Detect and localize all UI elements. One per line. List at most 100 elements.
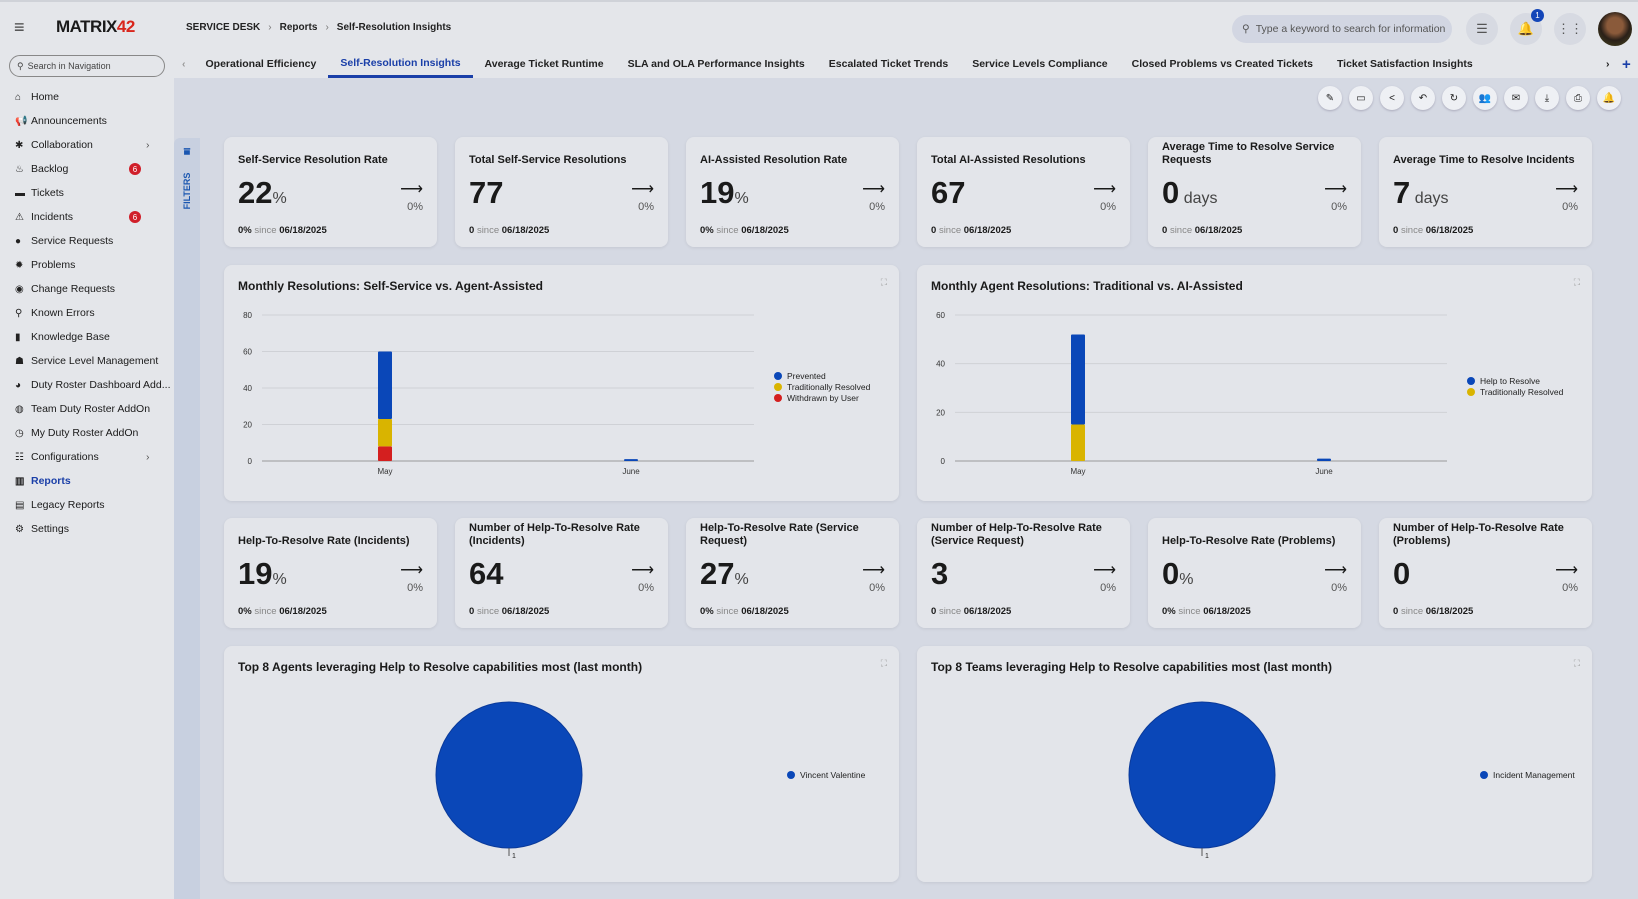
sidebar-item-tickets[interactable]: ▬ Tickets — [0, 181, 174, 205]
tab-service-levels-compliance[interactable]: Service Levels Compliance — [972, 58, 1108, 70]
alert-icon[interactable]: 🔔 — [1597, 86, 1621, 110]
y-tick-label: 60 — [243, 348, 252, 357]
kpi-row-bottom: Help-To-Resolve Rate (Incidents) 19% ⟶ 0… — [224, 518, 1592, 628]
kpi-since: 0 since 06/18/2025 — [1162, 225, 1242, 236]
tab-sla-and-ola-performance-insights[interactable]: SLA and OLA Performance Insights — [627, 58, 805, 70]
trend-flat-arrow-icon: ⟶ — [631, 562, 654, 579]
since-date: 06/18/2025 — [741, 225, 789, 236]
share-icon[interactable]: < — [1380, 86, 1404, 110]
refresh-icon[interactable]: ↻ — [1442, 86, 1466, 110]
kpi-value: 0 — [1393, 556, 1410, 598]
kpi-unit: days — [1410, 190, 1449, 207]
print-icon[interactable]: ⎙ — [1566, 86, 1590, 110]
breadcrumb-item[interactable]: SERVICE DESK — [186, 21, 261, 33]
since-value: 0 — [469, 606, 475, 617]
since-value: 0 — [1162, 225, 1168, 236]
legend-label: Vincent Valentine — [800, 770, 866, 780]
tabs-scroll-left-icon[interactable]: ‹ — [182, 58, 186, 70]
bar-segment-withdrawn-by-user — [378, 446, 392, 461]
tab-self-resolution-insights[interactable]: Self-Resolution Insights — [328, 50, 473, 78]
sidebar-item-problems[interactable]: ✹ Problems — [0, 253, 174, 277]
download-icon[interactable]: ⤓ — [1535, 86, 1559, 110]
sidebar-item-service-requests[interactable]: ● Service Requests — [0, 229, 174, 253]
undo-icon[interactable]: ↶ — [1411, 86, 1435, 110]
kpi-card[interactable]: Number of Help-To-Resolve Rate (Incident… — [455, 518, 668, 628]
hamburger-menu-icon[interactable]: ≡ — [14, 16, 25, 37]
kpi-number: 22 — [238, 175, 273, 210]
pie-icon: ◕ — [15, 379, 22, 391]
sidebar-item-collaboration[interactable]: ✱ Collaboration › — [0, 133, 174, 157]
chart-card-top-agents: Top 8 Agents leveraging Help to Resolve … — [224, 646, 899, 882]
x-tick-label: May — [377, 467, 392, 476]
pie-slice — [1128, 701, 1276, 849]
tab-escalated-ticket-trends[interactable]: Escalated Ticket Trends — [828, 58, 949, 70]
kpi-number: 67 — [931, 175, 966, 210]
kpi-card[interactable]: Average Time to Resolve Service Requests… — [1148, 137, 1361, 247]
kpi-card[interactable]: Number of Help-To-Resolve Rate (Service … — [917, 518, 1130, 628]
kpi-card[interactable]: Help-To-Resolve Rate (Service Request) 2… — [686, 518, 899, 628]
sidebar-item-my-duty-roster-addon[interactable]: ◷ My Duty Roster AddOn — [0, 421, 174, 445]
sidebar-item-configurations[interactable]: ☷ Configurations › — [0, 445, 174, 469]
tab-ticket-satisfaction-insights[interactable]: Ticket Satisfaction Insights — [1336, 58, 1473, 70]
global-search-input[interactable]: ⚲ Type a keyword to search for informatio… — [1232, 15, 1452, 43]
kpi-since: 0% since 06/18/2025 — [700, 606, 789, 617]
kpi-number: 0 — [1162, 175, 1180, 210]
present-icon[interactable]: ▭ — [1349, 86, 1373, 110]
bug-icon: ✹ — [15, 259, 24, 271]
kpi-card[interactable]: Self-Service Resolution Rate 22% ⟶ 0% 0%… — [224, 137, 437, 247]
kpi-card[interactable]: Number of Help-To-Resolve Rate (Problems… — [1379, 518, 1592, 628]
kpi-card[interactable]: Help-To-Resolve Rate (Problems) 0% ⟶ 0% … — [1148, 518, 1361, 628]
apps-grid-button[interactable]: ⋮⋮ — [1554, 13, 1586, 45]
fire-icon: ♨ — [15, 163, 24, 175]
sidebar-item-team-duty-roster-addon[interactable]: ◍ Team Duty Roster AddOn — [0, 397, 174, 421]
kpi-card[interactable]: Help-To-Resolve Rate (Incidents) 19% ⟶ 0… — [224, 518, 437, 628]
tab-average-ticket-runtime[interactable]: Average Ticket Runtime — [484, 58, 604, 70]
sidebar-item-reports[interactable]: ▥ Reports — [0, 469, 174, 493]
sidebar-item-label: Knowledge Base — [31, 331, 110, 343]
breadcrumb-item: Self-Resolution Insights — [336, 21, 452, 33]
filters-panel-toggle[interactable]: ⩸ FILTERS — [174, 138, 200, 899]
tab-operational-efficiency[interactable]: Operational Efficiency — [205, 58, 317, 70]
kpi-value: 7 days — [1393, 175, 1449, 217]
sidebar-item-knowledge-base[interactable]: ▮ Knowledge Base — [0, 325, 174, 349]
navigation-search-input[interactable]: ⚲ Search in Navigation — [9, 55, 165, 77]
x-tick-label: June — [622, 467, 640, 476]
chart-card-agent-resolutions: Monthly Agent Resolutions: Traditional v… — [917, 265, 1592, 501]
kpi-card[interactable]: AI-Assisted Resolution Rate 19% ⟶ 0% 0% … — [686, 137, 899, 247]
edit-icon[interactable]: ✎ — [1318, 86, 1342, 110]
expand-icon[interactable]: ⛶ — [1573, 277, 1580, 287]
sidebar-item-announcements[interactable]: 📢 Announcements — [0, 109, 174, 133]
email-icon[interactable]: ✉ — [1504, 86, 1528, 110]
sidebar-item-known-errors[interactable]: ⚲ Known Errors — [0, 301, 174, 325]
expand-icon[interactable]: ⛶ — [880, 658, 887, 668]
avatar[interactable] — [1598, 12, 1632, 46]
sidebar-item-service-level-management[interactable]: ☗ Service Level Management — [0, 349, 174, 373]
expand-icon[interactable]: ⛶ — [1573, 658, 1580, 668]
notifications-button[interactable]: 🔔 1 — [1510, 9, 1544, 45]
add-tab-icon[interactable]: + — [1622, 55, 1631, 73]
chevron-right-icon[interactable]: › — [146, 451, 150, 463]
sidebar-item-backlog[interactable]: ♨ Backlog 6 — [0, 157, 174, 181]
logo[interactable]: MATRIX42 — [56, 17, 135, 36]
bar-segment-traditionally-resolved — [1071, 424, 1085, 461]
sidebar-item-home[interactable]: ⌂ Home — [0, 85, 174, 109]
chevron-right-icon[interactable]: › — [146, 139, 150, 151]
sidebar-item-change-requests[interactable]: ◉ Change Requests — [0, 277, 174, 301]
kpi-card[interactable]: Total Self-Service Resolutions 77 ⟶ 0% 0… — [455, 137, 668, 247]
expand-icon[interactable]: ⛶ — [880, 277, 887, 287]
kpi-card[interactable]: Average Time to Resolve Incidents 7 days… — [1379, 137, 1592, 247]
kpi-card[interactable]: Total AI-Assisted Resolutions 67 ⟶ 0% 0 … — [917, 137, 1130, 247]
tab-closed-problems-vs-created-tickets[interactable]: Closed Problems vs Created Tickets — [1131, 58, 1313, 70]
sidebar-item-duty-roster-dashboard-add[interactable]: ◕ Duty Roster Dashboard Add... — [0, 373, 174, 397]
kpi-value: 67 — [931, 175, 965, 217]
tabs-scroll-right-icon[interactable]: › — [1606, 58, 1610, 70]
sliders-icon: ☷ — [15, 451, 24, 463]
sidebar-item-incidents[interactable]: ⚠ Incidents 6 — [0, 205, 174, 229]
report-tabs: ‹ Operational Efficiency Self-Resolution … — [174, 50, 1638, 78]
sidebar-item-legacy-reports[interactable]: ▤ Legacy Reports — [0, 493, 174, 517]
trend-flat-arrow-icon: ⟶ — [1093, 562, 1116, 579]
users-icon[interactable]: 👥 — [1473, 86, 1497, 110]
sidebar-item-settings[interactable]: ⚙ Settings — [0, 517, 174, 541]
breadcrumb-item[interactable]: Reports — [279, 21, 318, 33]
tasks-button[interactable]: ☰ — [1466, 13, 1498, 45]
